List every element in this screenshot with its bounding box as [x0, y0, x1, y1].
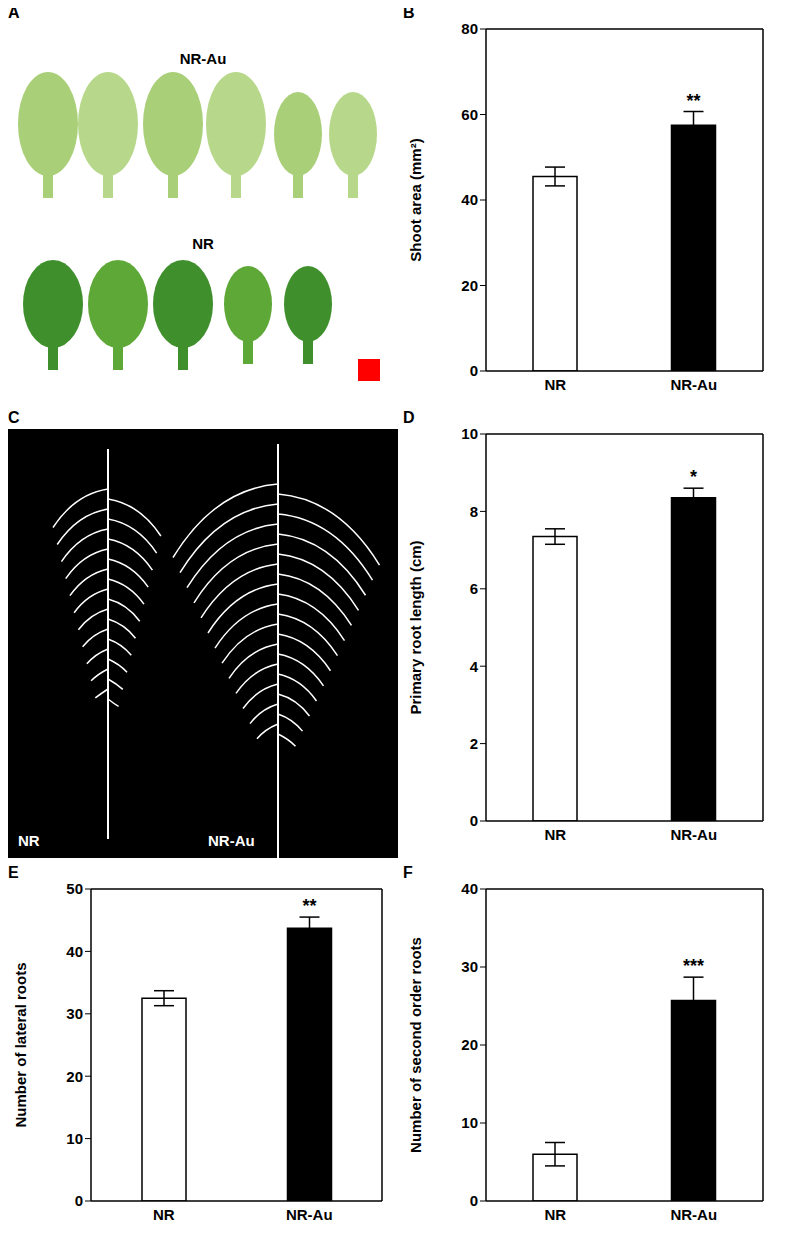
svg-text:Primary root length (cm): Primary root length (cm)	[407, 540, 424, 714]
svg-text:0: 0	[75, 1192, 83, 1209]
html-text:F: F	[403, 864, 413, 881]
svg-text:NR-Au: NR-Au	[670, 1206, 717, 1223]
svg-text:20: 20	[66, 1068, 83, 1085]
svg-text:***: ***	[683, 956, 704, 976]
svg-text:NR: NR	[544, 1206, 566, 1223]
svg-text:NR: NR	[544, 376, 566, 393]
svg-text:NR-Au: NR-Au	[286, 1206, 333, 1223]
svg-text:6: 6	[470, 580, 478, 597]
html-text:C: C	[8, 409, 20, 426]
svg-text:Number of lateral roots: Number of lateral roots	[12, 962, 29, 1127]
svg-text:**: **	[686, 91, 700, 111]
svg-text:NR-Au: NR-Au	[670, 826, 717, 843]
svg-text:Shoot area (mm²): Shoot area (mm²)	[407, 138, 424, 261]
svg-text:60: 60	[461, 106, 478, 123]
svg-text:**: **	[302, 896, 316, 916]
svg-text:NR: NR	[18, 832, 40, 849]
svg-text:*: *	[690, 467, 697, 487]
svg-text:NR-Au: NR-Au	[180, 50, 227, 67]
svg-text:20: 20	[461, 1036, 478, 1053]
svg-text:30: 30	[66, 1005, 83, 1022]
svg-text:NR: NR	[544, 826, 566, 843]
svg-text:30: 30	[461, 958, 478, 975]
svg-text:10: 10	[461, 425, 478, 442]
html-text:D: D	[403, 409, 415, 426]
svg-text:2: 2	[470, 735, 478, 752]
svg-text:NR-Au: NR-Au	[208, 832, 255, 849]
svg-text:10: 10	[461, 1114, 478, 1131]
svg-text:NR: NR	[153, 1206, 175, 1223]
svg-text:80: 80	[461, 20, 478, 37]
svg-text:Number of second order roots: Number of second order roots	[407, 937, 424, 1153]
svg-text:10: 10	[66, 1130, 83, 1147]
svg-text:50: 50	[66, 880, 83, 897]
svg-text:40: 40	[66, 943, 83, 960]
svg-text:40: 40	[461, 191, 478, 208]
svg-text:NR: NR	[192, 235, 214, 252]
svg-text:40: 40	[461, 880, 478, 897]
svg-text:20: 20	[461, 277, 478, 294]
html-text:E: E	[8, 864, 19, 881]
html-text:A: A	[8, 4, 20, 21]
svg-text:NR-Au: NR-Au	[670, 376, 717, 393]
svg-text:4: 4	[470, 658, 479, 675]
html-text:B: B	[403, 4, 415, 21]
svg-text:0: 0	[470, 1192, 478, 1209]
svg-text:8: 8	[470, 503, 478, 520]
svg-text:0: 0	[470, 812, 478, 829]
svg-text:0: 0	[470, 362, 478, 379]
